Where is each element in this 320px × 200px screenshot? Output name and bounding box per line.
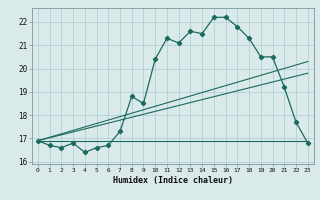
X-axis label: Humidex (Indice chaleur): Humidex (Indice chaleur)	[113, 176, 233, 185]
